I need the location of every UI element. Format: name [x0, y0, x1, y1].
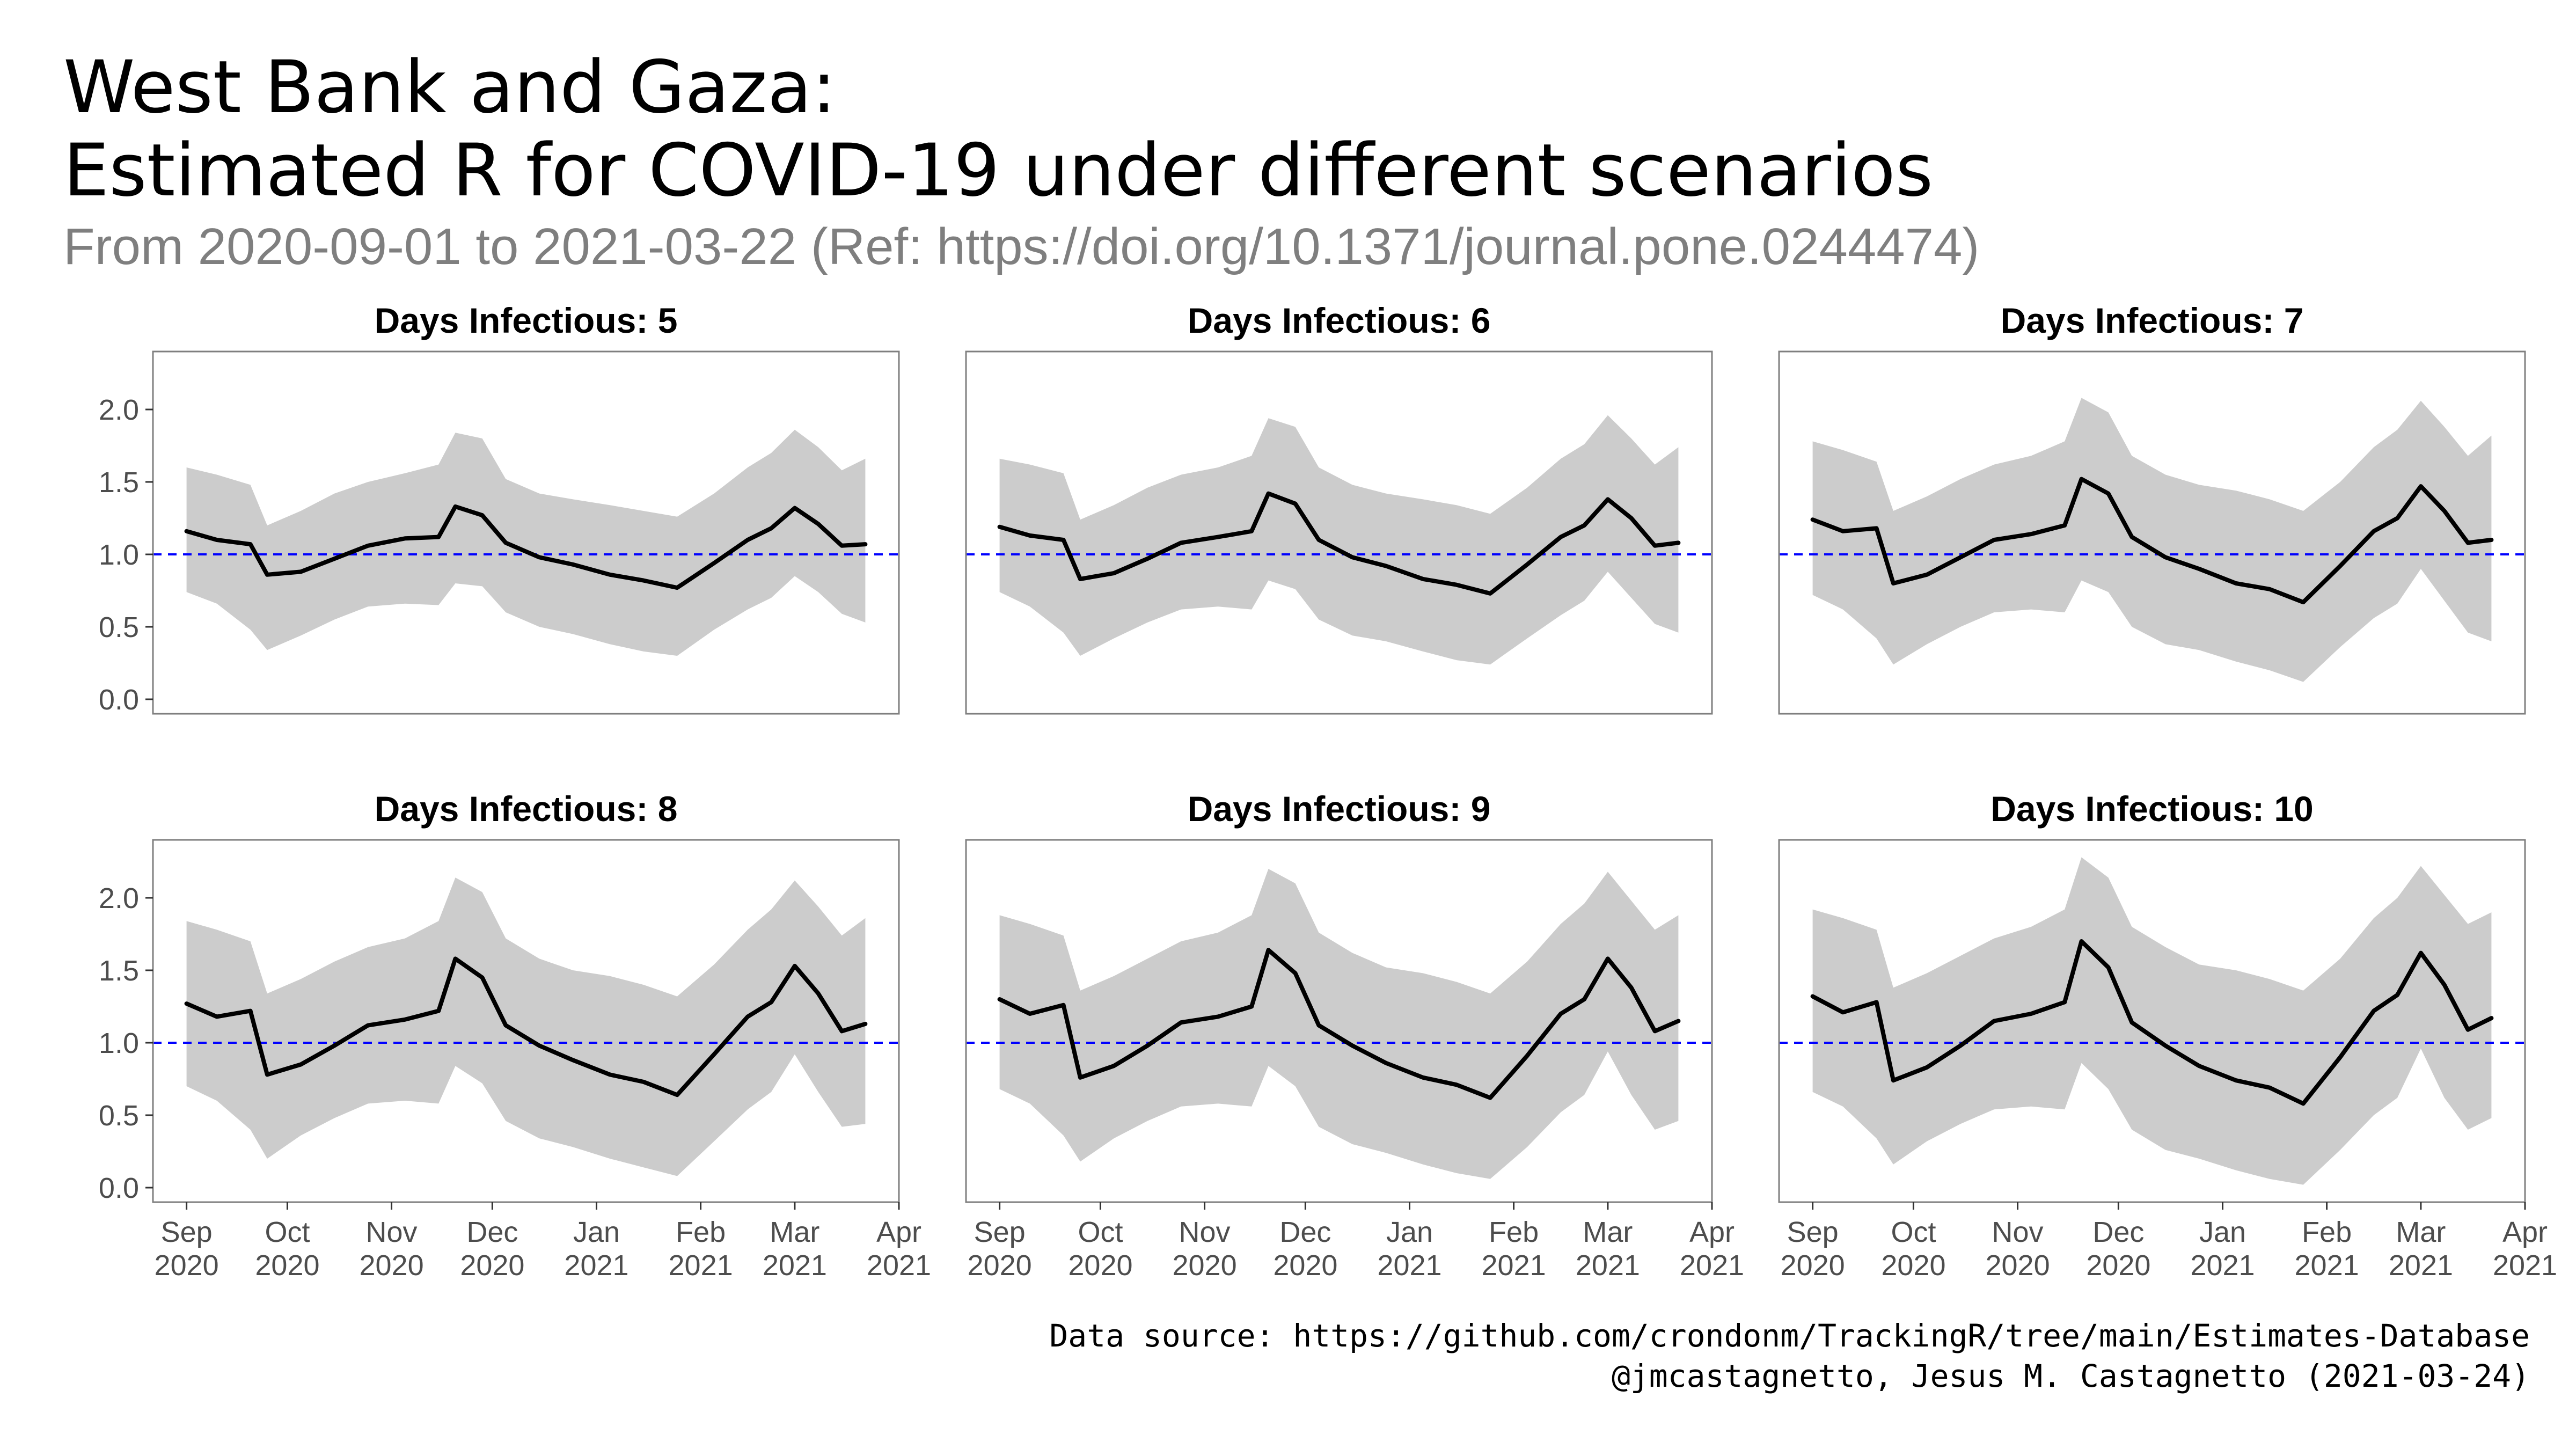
panel-title: Days Infectious: 7 [2001, 301, 2304, 340]
estimated-r-line [184, 504, 868, 590]
facet-panel: Days Infectious: 5 0.0 0.5 1.0 1.5 2.0 [99, 301, 900, 716]
panel-title: Days Infectious: 9 [1188, 789, 1491, 829]
x-tick-label: Feb 2021 [669, 1216, 733, 1282]
x-tick-label: Sep 2020 [968, 1216, 1032, 1282]
panel-border [152, 839, 900, 1203]
x-tick-label: Mar 2021 [763, 1216, 827, 1282]
confidence-ribbon [1812, 398, 2492, 682]
x-tick-label: Mar 2021 [2389, 1216, 2453, 1282]
x-tick-label: Oct 2020 [255, 1216, 319, 1282]
estimated-r-line [1810, 477, 2494, 605]
panel-border [965, 839, 1713, 1203]
facet-panel: Days Infectious: 10 Sep 2020 Oct 2020 Nov 2020… [1778, 789, 2557, 1282]
panel-border [152, 350, 900, 715]
panel-title: Days Infectious: 6 [1188, 301, 1491, 340]
x-tick-label: Sep 2020 [155, 1216, 219, 1282]
x-tick-label: Apr 2021 [867, 1216, 931, 1282]
x-tick-label: Feb 2021 [2295, 1216, 2359, 1282]
x-tick-label: Jan 2021 [1377, 1216, 1441, 1282]
y-tick-label: 2.0 [99, 882, 139, 914]
estimated-r-line [184, 956, 868, 1097]
y-tick-label: 1.5 [99, 466, 139, 499]
panel-border [1778, 350, 2526, 715]
y-tick-label: 0.0 [99, 684, 139, 716]
estimated-r-line [1810, 939, 2494, 1106]
x-tick-label: Sep 2020 [1781, 1216, 1845, 1282]
x-tick-label: Apr 2021 [2493, 1216, 2557, 1282]
facet-panel: Days Infectious: 6 [965, 301, 1713, 715]
panel-border [965, 350, 1713, 715]
y-tick-label: 1.5 [99, 955, 139, 987]
x-tick-label: Jan 2021 [2190, 1216, 2255, 1282]
estimated-r-line [997, 948, 1681, 1100]
x-tick-label: Nov 2020 [359, 1216, 423, 1282]
y-tick-label: 0.5 [99, 1100, 139, 1132]
y-tick-label: 2.0 [99, 394, 139, 426]
x-tick-label: Nov 2020 [1172, 1216, 1236, 1282]
confidence-ribbon [1812, 857, 2492, 1185]
x-tick-label: Oct 2020 [1068, 1216, 1132, 1282]
caption-author: @jmcastagnetto, Jesus M. Castagnetto (20… [1611, 1358, 2530, 1394]
panel-title: Days Infectious: 10 [1990, 789, 2314, 829]
chart-title-line-1: West Bank and Gaza: [63, 45, 837, 129]
facet-panel: Days Infectious: 7 [1778, 301, 2526, 715]
chart-subtitle: From 2020-09-01 to 2021-03-22 (Ref: http… [63, 218, 1980, 275]
facet-panel: Days Infectious: 8 0.0 0.5 1.0 1.5 2.0 Sep 2020… [99, 789, 931, 1282]
y-tick-label: 0.5 [99, 611, 139, 643]
x-tick-label: Oct 2020 [1881, 1216, 1945, 1282]
title-block: West Bank and Gaza: Estimated R for COVI… [63, 46, 1979, 276]
x-tick-label: Nov 2020 [1985, 1216, 2050, 1282]
facet-panel: Days Infectious: 9 Sep 2020 Oct 2020 Nov 2020 D… [965, 789, 1744, 1282]
confidence-ribbon [186, 877, 866, 1176]
x-tick-label: Mar 2021 [1576, 1216, 1640, 1282]
x-tick-label: Feb 2021 [1482, 1216, 1546, 1282]
x-tick-label: Apr 2021 [1680, 1216, 1744, 1282]
y-tick-label: 0.0 [99, 1172, 139, 1204]
panel-title: Days Infectious: 8 [375, 789, 678, 829]
x-tick-label: Dec 2020 [2086, 1216, 2150, 1282]
panel-border [1778, 839, 2526, 1203]
x-tick-label: Jan 2021 [564, 1216, 628, 1282]
confidence-ribbon [999, 869, 1679, 1179]
chart-title-line-2: Estimated R for COVID-19 under different… [63, 128, 1934, 213]
confidence-ribbon [999, 415, 1679, 665]
panel-title: Days Infectious: 5 [375, 301, 678, 340]
confidence-ribbon [186, 429, 866, 656]
y-tick-label: 1.0 [99, 539, 139, 571]
caption-data-source: Data source: https://github.com/crondonm… [1049, 1318, 2530, 1354]
estimated-r-line [997, 491, 1681, 596]
x-tick-label: Dec 2020 [1273, 1216, 1337, 1282]
y-tick-label: 1.0 [99, 1027, 139, 1059]
x-tick-label: Dec 2020 [460, 1216, 524, 1282]
